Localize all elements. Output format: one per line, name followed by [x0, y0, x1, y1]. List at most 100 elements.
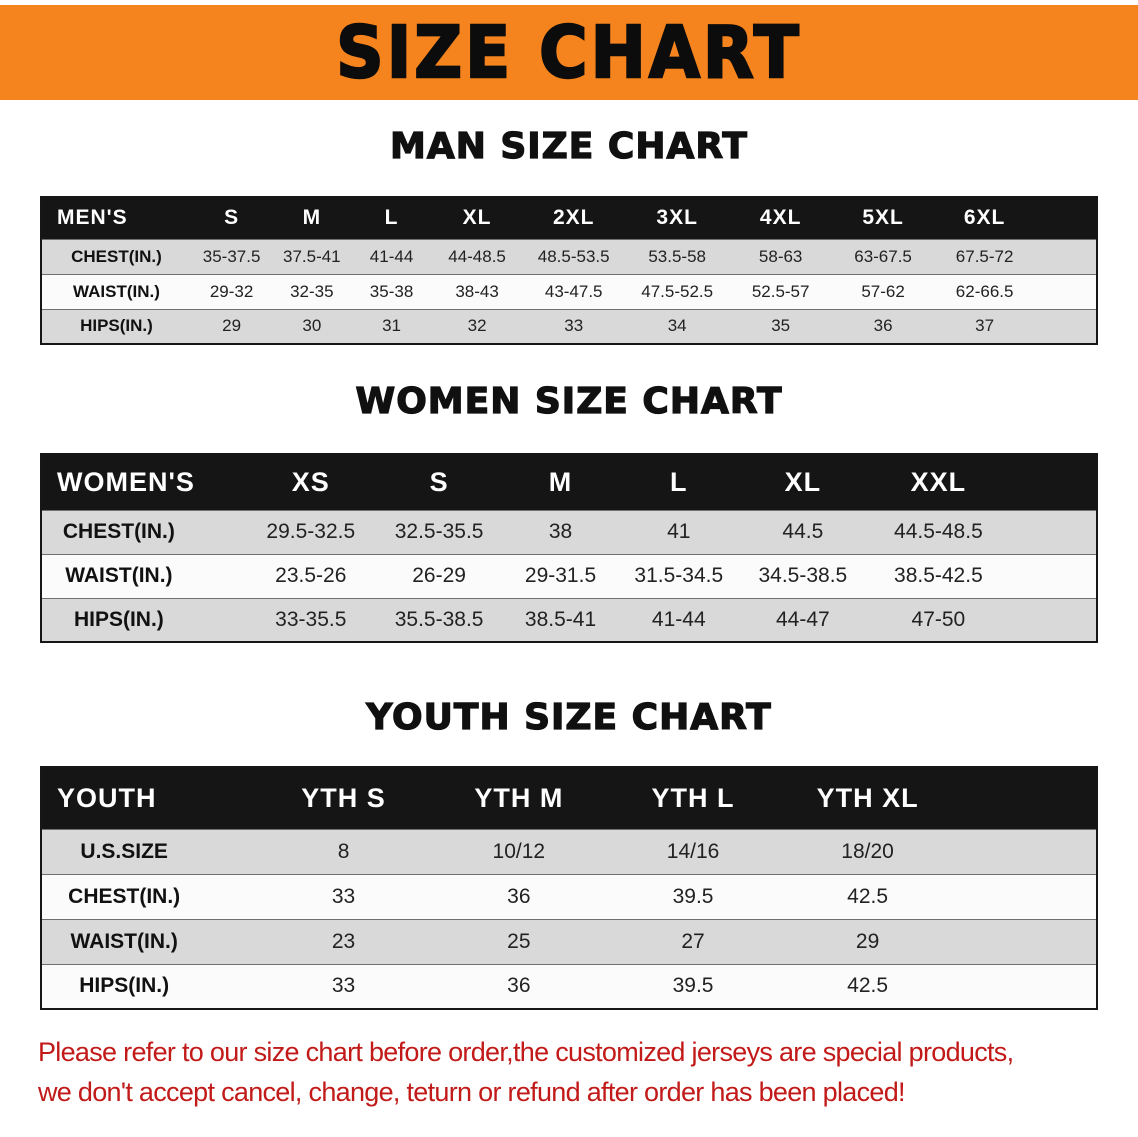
youth-size-table: YOUTH YTH S YTH M YTH L YTH XL U.S.SIZE 8 10/12… [40, 766, 1098, 1010]
value-cell: 38-43 [455, 281, 499, 301]
value-cell: 29-31.5 [524, 564, 597, 587]
value-cell: 36 [873, 316, 893, 336]
size-column-header: XL [737, 454, 868, 510]
value-cell: 8 [337, 839, 350, 863]
value-cell: 23 [331, 929, 356, 953]
value-cell: 31.5-34.5 [634, 564, 724, 587]
size-column-header: L [351, 197, 432, 239]
size-column-header: M [501, 454, 620, 510]
value-cell: 67.5-72 [955, 246, 1014, 266]
notice-line-2: we don't accept cancel, change, teturn o… [38, 1077, 906, 1107]
value-cell: 38.5-42.5 [894, 564, 983, 587]
value-cell: 29-32 [209, 281, 254, 301]
value-cell: 36 [507, 974, 531, 998]
size-column-header: 3XL [624, 197, 730, 239]
value-cell: 10/12 [492, 839, 546, 863]
value-cell: 35-37.5 [202, 246, 261, 266]
size-column-header: YTH S [255, 767, 432, 829]
value-cell: 29.5-32.5 [266, 520, 356, 543]
order-notice: Please refer to our size chart before or… [38, 1032, 1138, 1112]
value-cell: 23.5-26 [275, 564, 347, 587]
size-column-header: XL [431, 197, 523, 239]
value-cell: 27 [681, 929, 705, 953]
value-cell: 33-35.5 [275, 607, 347, 631]
value-cell: 62-66.5 [955, 281, 1014, 301]
value-cell: 41-44 [369, 246, 414, 266]
youth-size-section: YOUTH SIZE CHART YOUTH YTH S YTH M YTH L YTH… [0, 695, 1138, 1010]
header-row: MEN'S S M L XL 2XL 3XL 4XL 5XL 6XL [41, 197, 1097, 239]
value-cell: 18/20 [841, 839, 894, 863]
value-cell: 43-47.5 [544, 281, 603, 301]
value-cell: 38.5-41 [524, 607, 597, 631]
value-cell: 44.5 [782, 520, 824, 543]
value-cell: 25 [507, 929, 531, 953]
row-label-cell: U.S.SIZE [80, 839, 168, 863]
value-cell: 35-38 [369, 281, 414, 301]
value-cell: 30 [302, 316, 322, 336]
value-cell: 37.5-41 [282, 246, 341, 266]
value-cell: 29 [855, 929, 880, 953]
value-cell: 47-50 [911, 607, 966, 631]
row-label-cell: CHEST(IN.) [71, 246, 162, 266]
size-column-header: S [376, 454, 502, 510]
women-section-heading: WOMEN SIZE CHART [355, 380, 783, 422]
measurement-row: HIPS(IN.) 33 36 39.5 42.5 [41, 964, 1097, 1009]
row-label-cell: CHEST(IN.) [62, 520, 175, 543]
value-cell: 57-62 [861, 281, 905, 301]
value-cell: 47.5-52.5 [641, 281, 714, 301]
value-cell: 37 [975, 316, 995, 336]
value-cell: 33 [331, 884, 356, 908]
value-cell: 33 [564, 316, 584, 336]
size-column-header: 5XL [831, 197, 935, 239]
size-column-header: 6XL [934, 197, 1097, 239]
row-label-cell: WAIST(IN.) [73, 281, 160, 301]
value-cell: 38 [548, 520, 573, 543]
size-column-header: 4XL [729, 197, 832, 239]
value-cell: 36 [507, 884, 531, 908]
value-cell: 39.5 [672, 974, 714, 998]
value-cell: 44-48.5 [448, 246, 506, 266]
value-cell: 42.5 [847, 974, 889, 998]
size-column-header: XXL [867, 454, 1097, 510]
header-row: YOUTH YTH S YTH M YTH L YTH XL [41, 767, 1097, 829]
men-size-table: MEN'S S M L XL 2XL 3XL 4XL 5XL 6XL CHEST(IN.) 35-37… [40, 196, 1098, 345]
value-cell: 32 [467, 316, 487, 336]
row-label-cell: WAIST(IN.) [70, 929, 178, 953]
size-column-header: M [272, 197, 352, 239]
size-column-header: YTH L [605, 767, 781, 829]
value-cell: 34.5-38.5 [758, 564, 848, 587]
value-cell: 32.5-35.5 [394, 520, 484, 543]
women-size-table: WOMEN'S XS S M L XL XXL CHEST(IN.) 29.5-32.5 32.5… [40, 453, 1098, 643]
measurement-row: HIPS(IN.) 29 30 31 32 33 34 35 36 37 [41, 309, 1097, 344]
value-cell: 34 [667, 316, 687, 336]
value-cell: 14/16 [666, 839, 720, 863]
value-cell: 29 [222, 316, 242, 336]
table-title-cell: MEN'S [41, 197, 191, 239]
value-cell: 32-35 [290, 281, 334, 301]
size-column-header: 2XL [522, 197, 625, 239]
value-cell: 58-63 [758, 246, 803, 266]
value-cell: 41-44 [651, 607, 706, 631]
value-cell: 44-47 [776, 607, 830, 631]
size-column-header: XS [244, 454, 377, 510]
value-cell: 33 [331, 974, 356, 998]
page-title: SIZE CHART [335, 10, 802, 96]
measurement-row: WAIST(IN.) 29-32 32-35 35-38 38-43 43-47.5 47.… [41, 274, 1097, 309]
measurement-row: CHEST(IN.) 33 36 39.5 42.5 [41, 874, 1097, 919]
row-label-cell: HIPS(IN.) [73, 607, 164, 631]
men-section-heading: MAN SIZE CHART [389, 125, 748, 167]
value-cell: 41 [667, 520, 691, 543]
value-cell: 31 [382, 316, 401, 336]
header-row: WOMEN'S XS S M L XL XXL [41, 454, 1097, 510]
men-size-section: MAN SIZE CHART MEN'S S M L XL 2XL 3XL 4XL 5XL 6XL… [0, 124, 1138, 345]
women-size-section: WOMEN SIZE CHART WOMEN'S XS S M L XL XXL CHEST(… [0, 379, 1138, 643]
measurement-row: CHEST(IN.) 29.5-32.5 32.5-35.5 38 41 44.5 44.5… [41, 510, 1097, 554]
row-label-cell: HIPS(IN.) [79, 974, 170, 998]
row-label-cell: CHEST(IN.) [68, 884, 181, 908]
row-label-cell: HIPS(IN.) [80, 316, 153, 336]
youth-section-heading: YOUTH SIZE CHART [366, 696, 772, 738]
size-column-header: YTH M [431, 767, 606, 829]
size-column-header: YTH XL [780, 767, 1097, 829]
size-chart-page: SIZE CHART MAN SIZE CHART MEN'S S M L XL 2XL 3… [0, 5, 1138, 1112]
size-column-header: S [190, 197, 273, 239]
